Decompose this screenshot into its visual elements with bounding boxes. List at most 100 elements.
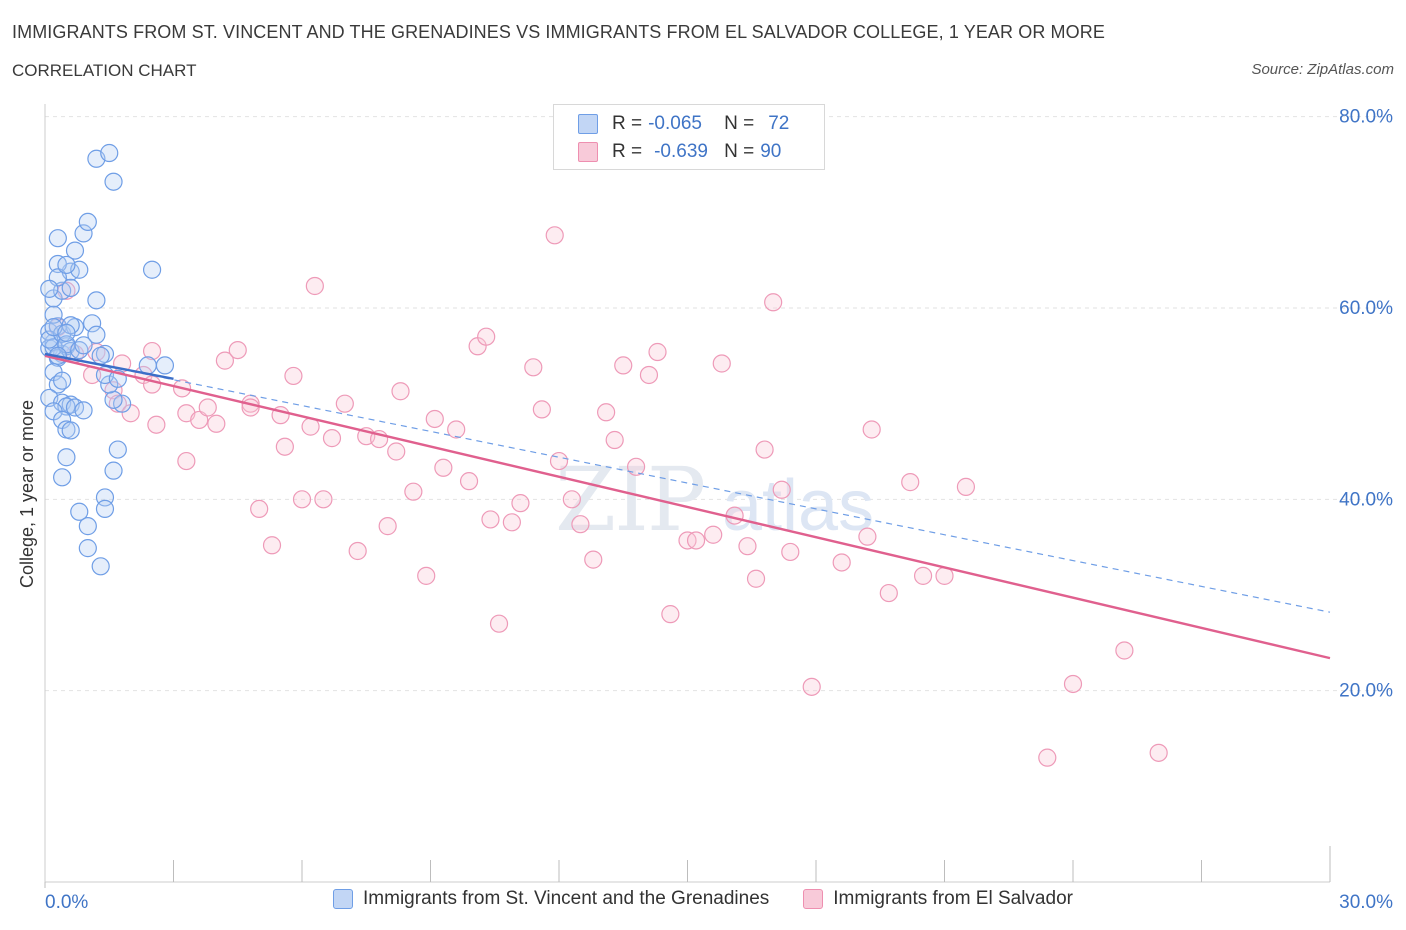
data-point-el-salvador — [956, 477, 976, 496]
data-point-el-salvador — [614, 356, 633, 375]
data-point-el-salvador — [862, 420, 881, 439]
source-label: Source: ZipAtlas.com — [1251, 61, 1394, 78]
data-point-el-salvador — [1063, 674, 1083, 694]
n-value-st-vincent: 72 — [768, 113, 790, 134]
data-point-el-salvador — [746, 569, 766, 588]
data-point-el-salvador — [738, 537, 757, 556]
data-point-el-salvador — [284, 366, 303, 386]
data-point-st-vincent — [104, 172, 123, 191]
correlation-legend: R = -0.065 N = 72 R = -0.639 N = 90 — [553, 104, 825, 170]
data-point-st-vincent — [155, 356, 175, 375]
trend-lines — [44, 352, 1331, 660]
data-point-el-salvador — [262, 536, 282, 555]
data-point-el-salvador — [648, 342, 667, 362]
data-point-st-vincent — [61, 278, 80, 298]
data-point-el-salvador — [228, 340, 247, 360]
data-point-st-vincent — [87, 325, 106, 344]
data-point-st-vincent — [53, 371, 72, 390]
data-point-st-vincent — [87, 291, 106, 310]
data-point-st-vincent — [44, 305, 63, 324]
data-point-st-vincent — [138, 356, 157, 375]
n-label: N = — [724, 141, 755, 162]
data-point-el-salvador — [417, 566, 436, 585]
data-point-el-salvador — [241, 398, 260, 417]
data-point-el-salvador — [639, 365, 659, 385]
trend-line-el-salvador — [44, 354, 1331, 660]
data-point-el-salvador — [198, 398, 217, 417]
correlation-row-st-vincent: R = -0.065 N = 72 — [578, 113, 789, 135]
data-point-st-vincent — [48, 229, 67, 248]
r-value-st-vincent: -0.065 — [648, 113, 702, 134]
data-point-st-vincent — [78, 539, 97, 558]
data-point-st-vincent — [40, 279, 59, 298]
chart-title: IMMIGRANTS FROM ST. VINCENT AND THE GREN… — [12, 22, 1105, 42]
data-point-el-salvador — [524, 358, 543, 377]
data-point-el-salvador — [704, 525, 723, 544]
blue-swatch — [578, 114, 598, 134]
data-point-el-salvador — [147, 415, 166, 434]
data-point-el-salvador — [502, 513, 521, 532]
data-point-st-vincent — [104, 461, 123, 480]
legend-swatch-blue — [333, 889, 354, 909]
tick-labels: 20.0% 40.0% 60.0% 80.0% 0.0% 30.0% — [45, 107, 1393, 913]
data-point-st-vincent — [91, 557, 110, 576]
data-point-st-vincent — [95, 499, 115, 518]
data-point-st-vincent — [74, 224, 93, 243]
data-point-el-salvador — [391, 382, 410, 401]
legend-label-st-vincent: Immigrants from St. Vincent and the Gren… — [363, 888, 770, 909]
data-point-st-vincent — [70, 502, 89, 521]
data-point-el-salvador — [177, 451, 196, 471]
data-point-el-salvador — [1038, 748, 1057, 767]
data-point-el-salvador — [142, 341, 162, 361]
legend-item-st-vincent: Immigrants from St. Vincent and the Gren… — [333, 888, 769, 910]
data-point-el-salvador — [447, 420, 466, 439]
data-point-el-salvador — [772, 480, 791, 499]
data-point-st-vincent — [57, 255, 76, 275]
y-tick-label: 40.0% — [1339, 489, 1393, 510]
legend-label-el-salvador: Immigrants from El Salvador — [833, 888, 1073, 909]
data-point-st-vincent — [57, 323, 76, 342]
data-point-el-salvador — [597, 403, 616, 422]
data-point-st-vincent — [108, 440, 127, 459]
data-point-el-salvador — [314, 490, 333, 509]
data-point-st-vincent — [112, 394, 132, 413]
data-point-el-salvador — [348, 541, 367, 561]
data-point-el-salvador — [434, 458, 453, 477]
data-point-el-salvador — [489, 614, 509, 633]
data-point-el-salvador — [190, 410, 209, 430]
data-point-st-vincent — [91, 346, 110, 365]
series-st-vincent — [40, 143, 175, 576]
data-point-el-salvador — [562, 490, 581, 509]
data-point-el-salvador — [571, 515, 590, 534]
data-point-el-salvador — [913, 566, 933, 585]
data-point-el-salvador — [686, 531, 706, 550]
data-point-st-vincent — [78, 212, 97, 231]
data-point-el-salvador — [459, 472, 479, 491]
data-point-st-vincent — [83, 314, 102, 333]
data-point-el-salvador — [1149, 743, 1168, 762]
data-point-el-salvador — [322, 429, 342, 448]
data-point-st-vincent — [65, 241, 85, 260]
data-point-el-salvador — [901, 473, 920, 492]
data-point-st-vincent — [100, 143, 119, 163]
data-point-st-vincent — [74, 336, 93, 355]
data-point-el-salvador — [584, 550, 603, 569]
data-point-el-salvador — [626, 457, 646, 476]
data-point-el-salvador — [605, 430, 624, 450]
data-point-el-salvador — [511, 494, 530, 513]
data-point-st-vincent — [53, 468, 72, 487]
data-point-el-salvador — [832, 553, 851, 572]
data-point-el-salvador — [250, 499, 269, 518]
y-tick-label: 80.0% — [1339, 107, 1393, 128]
y-tick-label: 20.0% — [1339, 681, 1393, 702]
data-point-el-salvador — [661, 605, 680, 624]
data-point-el-salvador — [755, 440, 774, 459]
data-point-el-salvador — [481, 510, 500, 529]
n-label: N = — [724, 113, 755, 134]
data-point-st-vincent — [142, 260, 162, 279]
data-point-el-salvador — [549, 451, 569, 471]
data-point-el-salvador — [802, 677, 821, 696]
data-point-el-salvador — [879, 583, 898, 603]
legend-swatch-pink — [803, 889, 824, 909]
